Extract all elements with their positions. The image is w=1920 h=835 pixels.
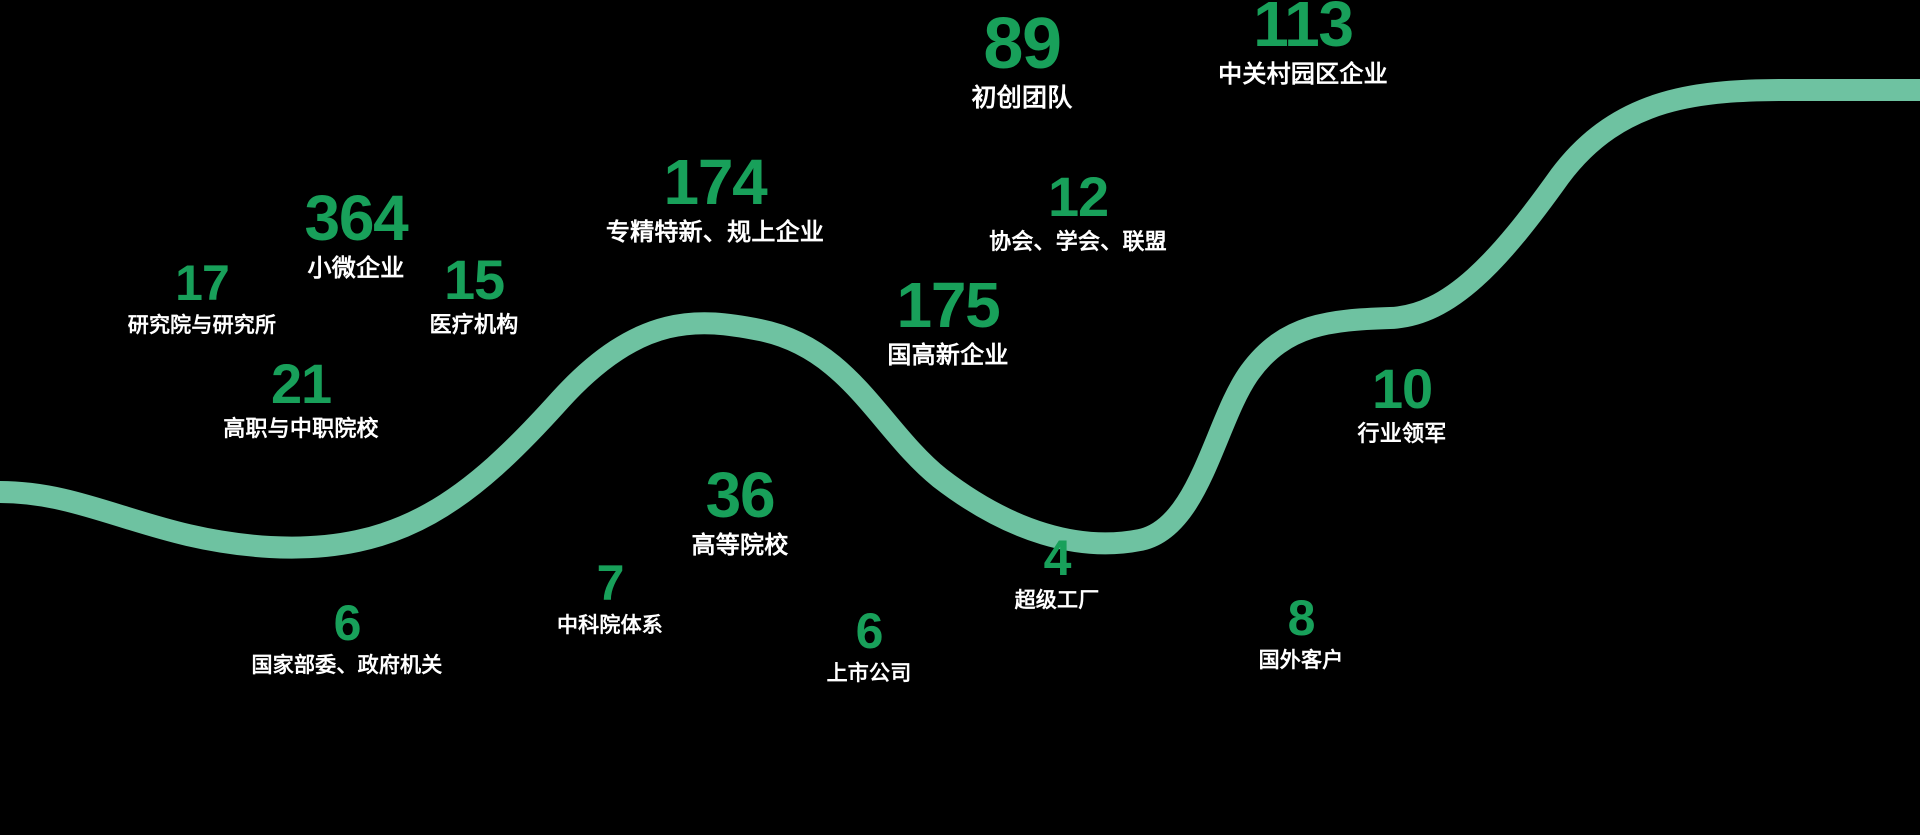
stat-super-factories[interactable]: 4 超级工厂 [1014,530,1100,612]
stat-label-listed-companies: 上市公司 [826,661,912,685]
stat-label-national-hightech: 国高新企业 [887,341,1009,369]
stat-value-super-factories: 4 [1043,530,1072,586]
stat-label-micro-enterprises: 小微企业 [307,254,405,282]
stat-value-overseas-clients: 8 [1287,590,1316,646]
stat-label-research-institutes: 研究院与研究所 [127,313,277,337]
stat-associations-alliances[interactable]: 12 协会、学会、联盟 [989,165,1167,255]
stat-value-zhongguancun-park: 113 [1253,0,1354,60]
stat-label-super-factories: 超级工厂 [1014,588,1100,612]
stat-label-higher-education: 高等院校 [691,531,789,559]
stat-listed-companies[interactable]: 6 上市公司 [826,603,912,685]
stat-industry-leaders[interactable]: 10 行业领军 [1357,357,1447,447]
stat-research-institutes[interactable]: 17 研究院与研究所 [127,255,277,337]
stat-zhongguancun-park[interactable]: 113 中关村园区企业 [1218,0,1388,87]
stat-higher-education[interactable]: 36 高等院校 [691,459,789,559]
stat-value-industry-leaders: 10 [1371,357,1433,420]
stat-label-startup-teams: 初创团队 [971,84,1073,113]
stat-label-specialized-enterprises: 专精特新、规上企业 [605,218,825,246]
stat-label-cas-system: 中科院体系 [556,613,664,637]
stat-specialized-enterprises[interactable]: 174 专精特新、规上企业 [605,146,825,246]
stat-micro-enterprises[interactable]: 364 小微企业 [304,182,409,282]
stat-vocational-colleges[interactable]: 21 高职与中职院校 [223,352,379,442]
stat-value-research-institutes: 17 [175,255,230,311]
stat-government-agencies[interactable]: 6 国家部委、政府机关 [251,595,443,677]
stat-value-vocational-colleges: 21 [270,352,332,415]
stat-label-associations-alliances: 协会、学会、联盟 [989,229,1167,255]
stat-label-vocational-colleges: 高职与中职院校 [223,416,379,442]
stat-startup-teams[interactable]: 89 初创团队 [971,4,1073,113]
stat-value-associations-alliances: 12 [1047,165,1109,228]
stat-cas-system[interactable]: 7 中科院体系 [556,555,664,637]
stat-label-overseas-clients: 国外客户 [1258,648,1344,672]
stat-medical-institutions[interactable]: 15 医疗机构 [429,248,519,338]
stat-label-zhongguancun-park: 中关村园区企业 [1218,60,1388,88]
stat-value-government-agencies: 6 [333,595,362,651]
stat-label-government-agencies: 国家部委、政府机关 [251,653,443,677]
stat-value-specialized-enterprises: 174 [663,146,768,218]
stat-value-national-hightech: 175 [896,269,1001,341]
stat-label-industry-leaders: 行业领军 [1357,421,1447,447]
stat-value-startup-teams: 89 [983,4,1062,84]
stat-value-medical-institutions: 15 [443,248,505,311]
stat-overseas-clients[interactable]: 8 国外客户 [1258,590,1344,672]
stat-value-higher-education: 36 [705,459,776,531]
stat-label-medical-institutions: 医疗机构 [429,312,519,338]
stat-value-cas-system: 7 [596,555,625,611]
stat-national-hightech[interactable]: 175 国高新企业 [887,269,1009,369]
stat-value-listed-companies: 6 [855,603,884,659]
stat-value-micro-enterprises: 364 [304,182,409,254]
